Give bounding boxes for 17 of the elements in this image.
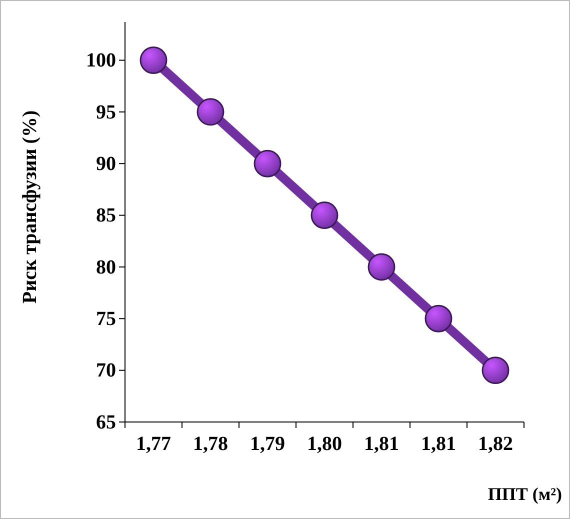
x-tick-label: 1,82 <box>478 433 513 456</box>
y-tick-label: 75 <box>96 308 116 330</box>
x-tick-label: 1,81 <box>364 433 399 456</box>
y-tick-label: 80 <box>96 256 116 278</box>
x-tick-label: 1,80 <box>307 433 342 456</box>
y-axis-title: Риск трансфузии (%) <box>19 110 41 304</box>
x-tick-label: 1,78 <box>193 433 228 456</box>
y-tick-label: 85 <box>96 204 116 227</box>
y-tick-label: 95 <box>96 101 116 124</box>
y-tick-label: 70 <box>96 360 116 382</box>
x-tick-label: 1,77 <box>136 433 171 456</box>
x-axis-title: ППТ (м²) <box>488 484 562 504</box>
y-tick-label: 100 <box>86 50 116 72</box>
y-tick-label: 65 <box>96 411 116 434</box>
y-tick-label: 90 <box>96 153 116 175</box>
x-tick-label: 1,79 <box>250 433 285 456</box>
x-tick-label: 1,81 <box>421 433 456 456</box>
